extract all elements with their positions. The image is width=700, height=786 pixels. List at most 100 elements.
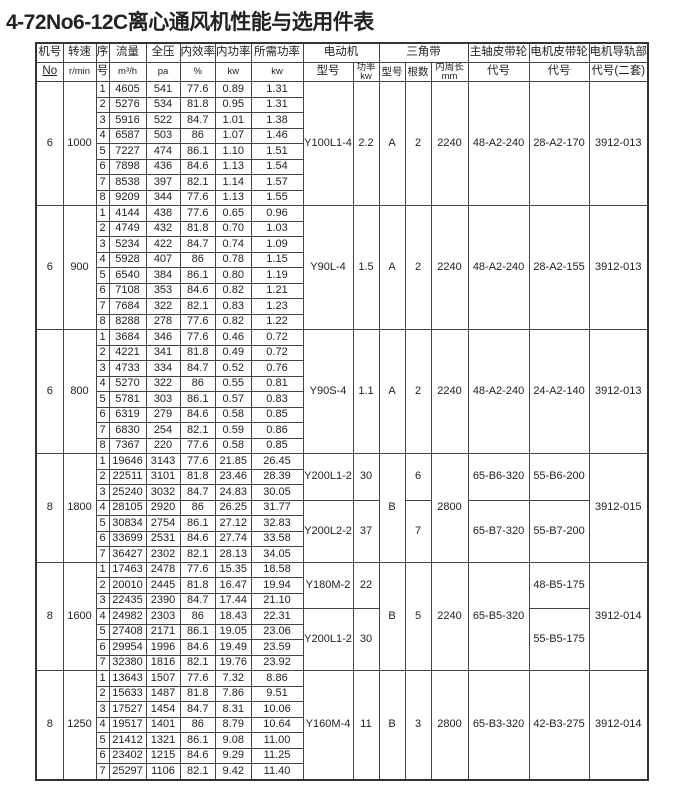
efficiency-cell: 77.6 [179, 453, 216, 470]
internal-power-cell: 1.07 [215, 127, 252, 144]
required-power-cell: 11.25 [250, 747, 304, 764]
pressure-cell: 3143 [145, 453, 181, 470]
seq-cell: 2 [95, 344, 110, 361]
internal-power-cell: 21.85 [215, 453, 252, 470]
belt-count-cell: 5 [404, 561, 432, 671]
pressure-cell: 534 [145, 96, 181, 113]
efficiency-cell: 84.7 [179, 236, 216, 253]
pressure-cell: 438 [145, 205, 181, 222]
flow-cell: 4221 [108, 344, 147, 361]
fan-no-cell: 8 [35, 561, 64, 671]
pressure-cell: 220 [145, 437, 181, 454]
required-power-cell: 18.58 [250, 561, 304, 578]
motor-model-cell: Y200L1-2 [302, 453, 354, 501]
pressure-cell: 422 [145, 236, 181, 253]
pressure-cell: 407 [145, 251, 181, 268]
flow-cell: 17527 [108, 701, 147, 718]
efficiency-cell: 82.1 [179, 298, 216, 315]
required-power-cell: 22.31 [250, 608, 304, 625]
header-motor-pulley-code: 代号 [528, 62, 590, 82]
seq-cell: 3 [95, 592, 110, 609]
flow-cell: 5781 [108, 391, 147, 408]
table-row: 3 22435 2390 84.7 17.44 21.10 [36, 592, 648, 609]
flow-cell: 30834 [108, 515, 147, 532]
table-row: 7 32380 1816 82.1 19.76 23.92 [36, 654, 648, 671]
table-row: 2 5276 534 81.8 0.95 1.31 [36, 96, 648, 113]
seq-cell: 7 [95, 422, 110, 439]
header-seq: 序 [95, 42, 110, 63]
seq-cell: 6 [95, 406, 110, 423]
rail-cell: 3912-015 [588, 453, 649, 563]
table-row: 5 21412 1321 86.1 9.08 11.00 [36, 732, 648, 749]
efficiency-cell: 86.1 [179, 391, 216, 408]
belt-count-cell: 2 [404, 81, 432, 206]
rail-cell: 3912-013 [588, 329, 649, 454]
motor-kw-cell: 37 [352, 499, 380, 563]
belt-type-cell: A [378, 205, 406, 330]
main-pulley-cell: 65-B3-320 [467, 670, 530, 780]
efficiency-cell: 82.1 [179, 174, 216, 191]
efficiency-cell: 82.1 [179, 422, 216, 439]
required-power-cell: 8.86 [250, 670, 304, 687]
seq-cell: 1 [95, 561, 110, 578]
header-speed: 转速 [62, 42, 97, 63]
table-row: 7 25297 1106 82.1 9.42 11.40 [36, 763, 648, 780]
seq-cell: 5 [95, 732, 110, 749]
seq-cell: 4 [95, 127, 110, 144]
efficiency-cell: 84.6 [179, 282, 216, 299]
table-row: 5 5781 303 86.1 0.57 0.83 [36, 391, 648, 408]
belt-type-cell: B [378, 561, 406, 671]
table-row: 6 33699 2531 84.6 27.74 33.58 [36, 530, 648, 547]
seq-cell: 4 [95, 251, 110, 268]
internal-power-cell: 7.32 [215, 670, 252, 687]
pressure-cell: 1215 [145, 747, 181, 764]
required-power-cell: 1.22 [250, 313, 304, 330]
motor-model-cell: Y90L-4 [302, 205, 354, 330]
flow-cell: 15633 [108, 685, 147, 702]
table-row: 3 5916 522 84.7 1.01 1.38 [36, 112, 648, 129]
internal-power-cell: 0.49 [215, 344, 252, 361]
internal-power-cell: 0.55 [215, 375, 252, 392]
pressure-cell: 341 [145, 344, 181, 361]
speed-cell: 1600 [62, 561, 97, 671]
seq-cell: 3 [95, 484, 110, 501]
pressure-cell: 541 [145, 81, 181, 98]
belt-count-cell: 7 [404, 499, 432, 563]
seq-cell: 7 [95, 546, 110, 563]
seq-cell: 6 [95, 639, 110, 656]
table-row: 6 900 1 4144 438 77.6 0.65 0.96 Y90L-4 1.5 A 2 2240 4… [35, 205, 649, 330]
internal-power-cell: 27.74 [215, 530, 252, 547]
seq-cell: 7 [95, 298, 110, 315]
flow-cell: 5276 [108, 96, 147, 113]
flow-cell: 19646 [108, 453, 147, 470]
flow-cell: 7367 [108, 437, 147, 454]
internal-power-cell: 0.80 [215, 267, 252, 284]
required-power-cell: 10.06 [250, 701, 304, 718]
required-power-cell: 0.72 [250, 344, 304, 361]
seq-cell: 8 [95, 313, 110, 330]
main-pulley-cell: 65-B7-320 [467, 499, 530, 563]
internal-power-cell: 1.01 [215, 112, 252, 129]
seq-cell: 4 [95, 716, 110, 733]
header-motor-model: 型号 [302, 62, 354, 82]
speed-cell: 1000 [62, 81, 97, 206]
header-rail-code: 代号(二套) [588, 62, 649, 82]
motor-pulley-cell: 48-B5-175 [528, 561, 590, 609]
flow-cell: 32380 [108, 654, 147, 671]
belt-length-cell: 2800 [430, 453, 469, 563]
efficiency-cell: 86 [179, 716, 216, 733]
required-power-cell: 0.76 [250, 360, 304, 377]
motor-pulley-cell: 55-B6-200 [528, 453, 590, 501]
pressure-cell: 503 [145, 127, 181, 144]
seq-cell: 2 [95, 96, 110, 113]
fan-no-cell: 6 [35, 81, 64, 206]
internal-power-cell: 0.82 [215, 282, 252, 299]
required-power-cell: 32.83 [250, 515, 304, 532]
table-row: 4 19517 1401 86 8.79 10.64 [36, 716, 648, 733]
flow-cell: 7227 [108, 143, 147, 160]
seq-cell: 1 [95, 453, 110, 470]
flow-cell: 4144 [108, 205, 147, 222]
required-power-cell: 1.21 [250, 282, 304, 299]
seq-cell: 5 [95, 623, 110, 640]
internal-power-cell: 0.89 [215, 81, 252, 98]
